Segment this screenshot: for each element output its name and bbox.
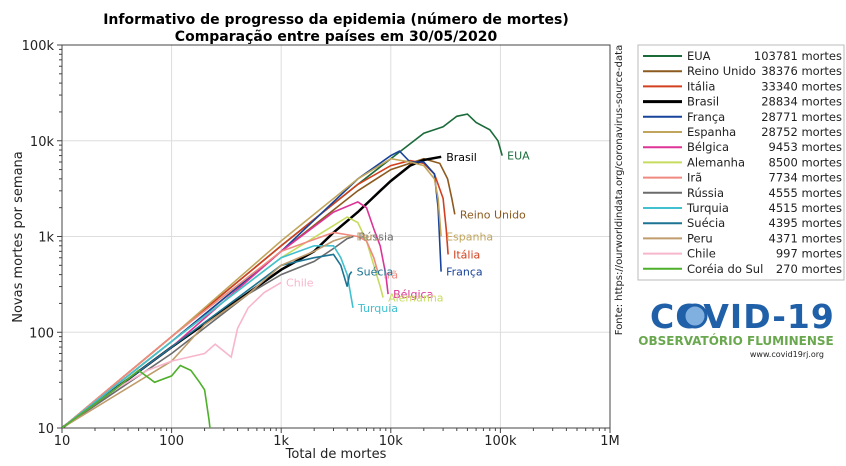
series-end-label: Suécia [357, 266, 394, 279]
series-end-label: EUA [507, 150, 530, 163]
legend-value: 103781 mortes [754, 49, 842, 63]
logo: COVID-19 OBSERVATÓRIO FLUMINENSE www.cov… [638, 297, 835, 359]
series-end-label: Itália [453, 248, 480, 261]
y-tick-label: 10 [37, 422, 54, 437]
legend-value: 33340 mortes [761, 79, 842, 93]
legend-value: 38376 mortes [761, 64, 842, 78]
virus-icon [682, 303, 708, 329]
legend-value: 4555 mortes [769, 186, 842, 200]
legend-label: Bélgica [687, 140, 729, 154]
legend-value: 4515 mortes [769, 201, 842, 215]
legend-value: 997 mortes [776, 247, 842, 261]
y-axis-label: Novas mortes por semana [11, 151, 26, 323]
series-line [62, 157, 442, 428]
series-end-label: Rússia [358, 231, 393, 244]
series-line [62, 281, 282, 428]
x-tick-label: 10 [54, 434, 71, 449]
series-end-label: Turquia [357, 302, 398, 315]
legend-label: Rússia [687, 186, 724, 200]
logo-title: COVID-19 [650, 297, 835, 336]
chart-subtitle: Comparação entre países em 30/05/2020 [175, 29, 498, 45]
series-line [62, 253, 353, 428]
x-tick-label: 100k [484, 434, 517, 449]
series-end-label: França [446, 266, 483, 279]
series-end-label: Irã [384, 269, 399, 282]
y-tick-label: 10k [30, 135, 55, 150]
series-end-label: Reino Unido [460, 208, 526, 221]
series-end-label: Peru [356, 231, 381, 244]
series-line [62, 364, 211, 428]
series-end-label: Alemanha [388, 292, 444, 305]
legend-label: Itália [687, 79, 715, 93]
legend-label: Chile [687, 247, 716, 261]
x-tick-label: 100 [159, 434, 184, 449]
chart-title: Informativo de progresso da epidemia (nú… [103, 12, 569, 28]
legend-label: Reino Unido [687, 64, 756, 78]
legend-value: 4371 mortes [769, 231, 842, 245]
series-line [62, 235, 354, 428]
series-line [62, 245, 354, 428]
source-note: Fonte: https://ourworldindata.org/corona… [614, 45, 625, 335]
series-line [62, 235, 352, 428]
x-tick-label: 1M [600, 434, 620, 449]
y-tick-label: 100k [22, 39, 55, 54]
plot-area [62, 113, 503, 428]
legend-label: Irã [687, 171, 702, 185]
y-tick-label: 100 [29, 326, 54, 341]
x-tick-label: 10k [379, 434, 404, 449]
legend-value: 7734 mortes [769, 171, 842, 185]
legend-value: 28752 mortes [761, 125, 842, 139]
legend-label: Turquia [686, 201, 729, 215]
series-end-label: Brasil [446, 151, 477, 164]
series-end-label: Espanha [446, 231, 493, 244]
logo-url: www.covid19rj.org [750, 350, 824, 359]
series-line [62, 231, 380, 428]
legend-label: Espanha [687, 125, 736, 139]
legend-label: Alemanha [687, 155, 745, 169]
legend-label: Peru [687, 231, 713, 245]
legend-value: 9453 mortes [769, 140, 842, 154]
series-end-label: Bélgica [393, 288, 433, 301]
legend-value: 270 mortes [776, 262, 842, 276]
logo-subtitle: OBSERVATÓRIO FLUMINENSE [638, 333, 833, 348]
legend-label: Suécia [687, 216, 725, 230]
legend-value: 8500 mortes [769, 155, 842, 169]
x-tick-label: 1k [273, 434, 289, 449]
legend-value: 4395 mortes [769, 216, 842, 230]
legend-label: Brasil [687, 95, 719, 109]
plot-frame [61, 44, 611, 429]
legend-label: Coréia do Sul [687, 262, 763, 276]
legend-label: EUA [687, 49, 711, 63]
series-line [62, 159, 449, 428]
legend-value: 28771 mortes [761, 110, 842, 124]
legend-value: 28834 mortes [761, 95, 842, 109]
y-tick-label: 1k [38, 231, 54, 246]
x-axis-label: Total de mortes [285, 447, 387, 462]
legend-label: França [687, 110, 725, 124]
series-end-label: Chile [286, 277, 314, 290]
